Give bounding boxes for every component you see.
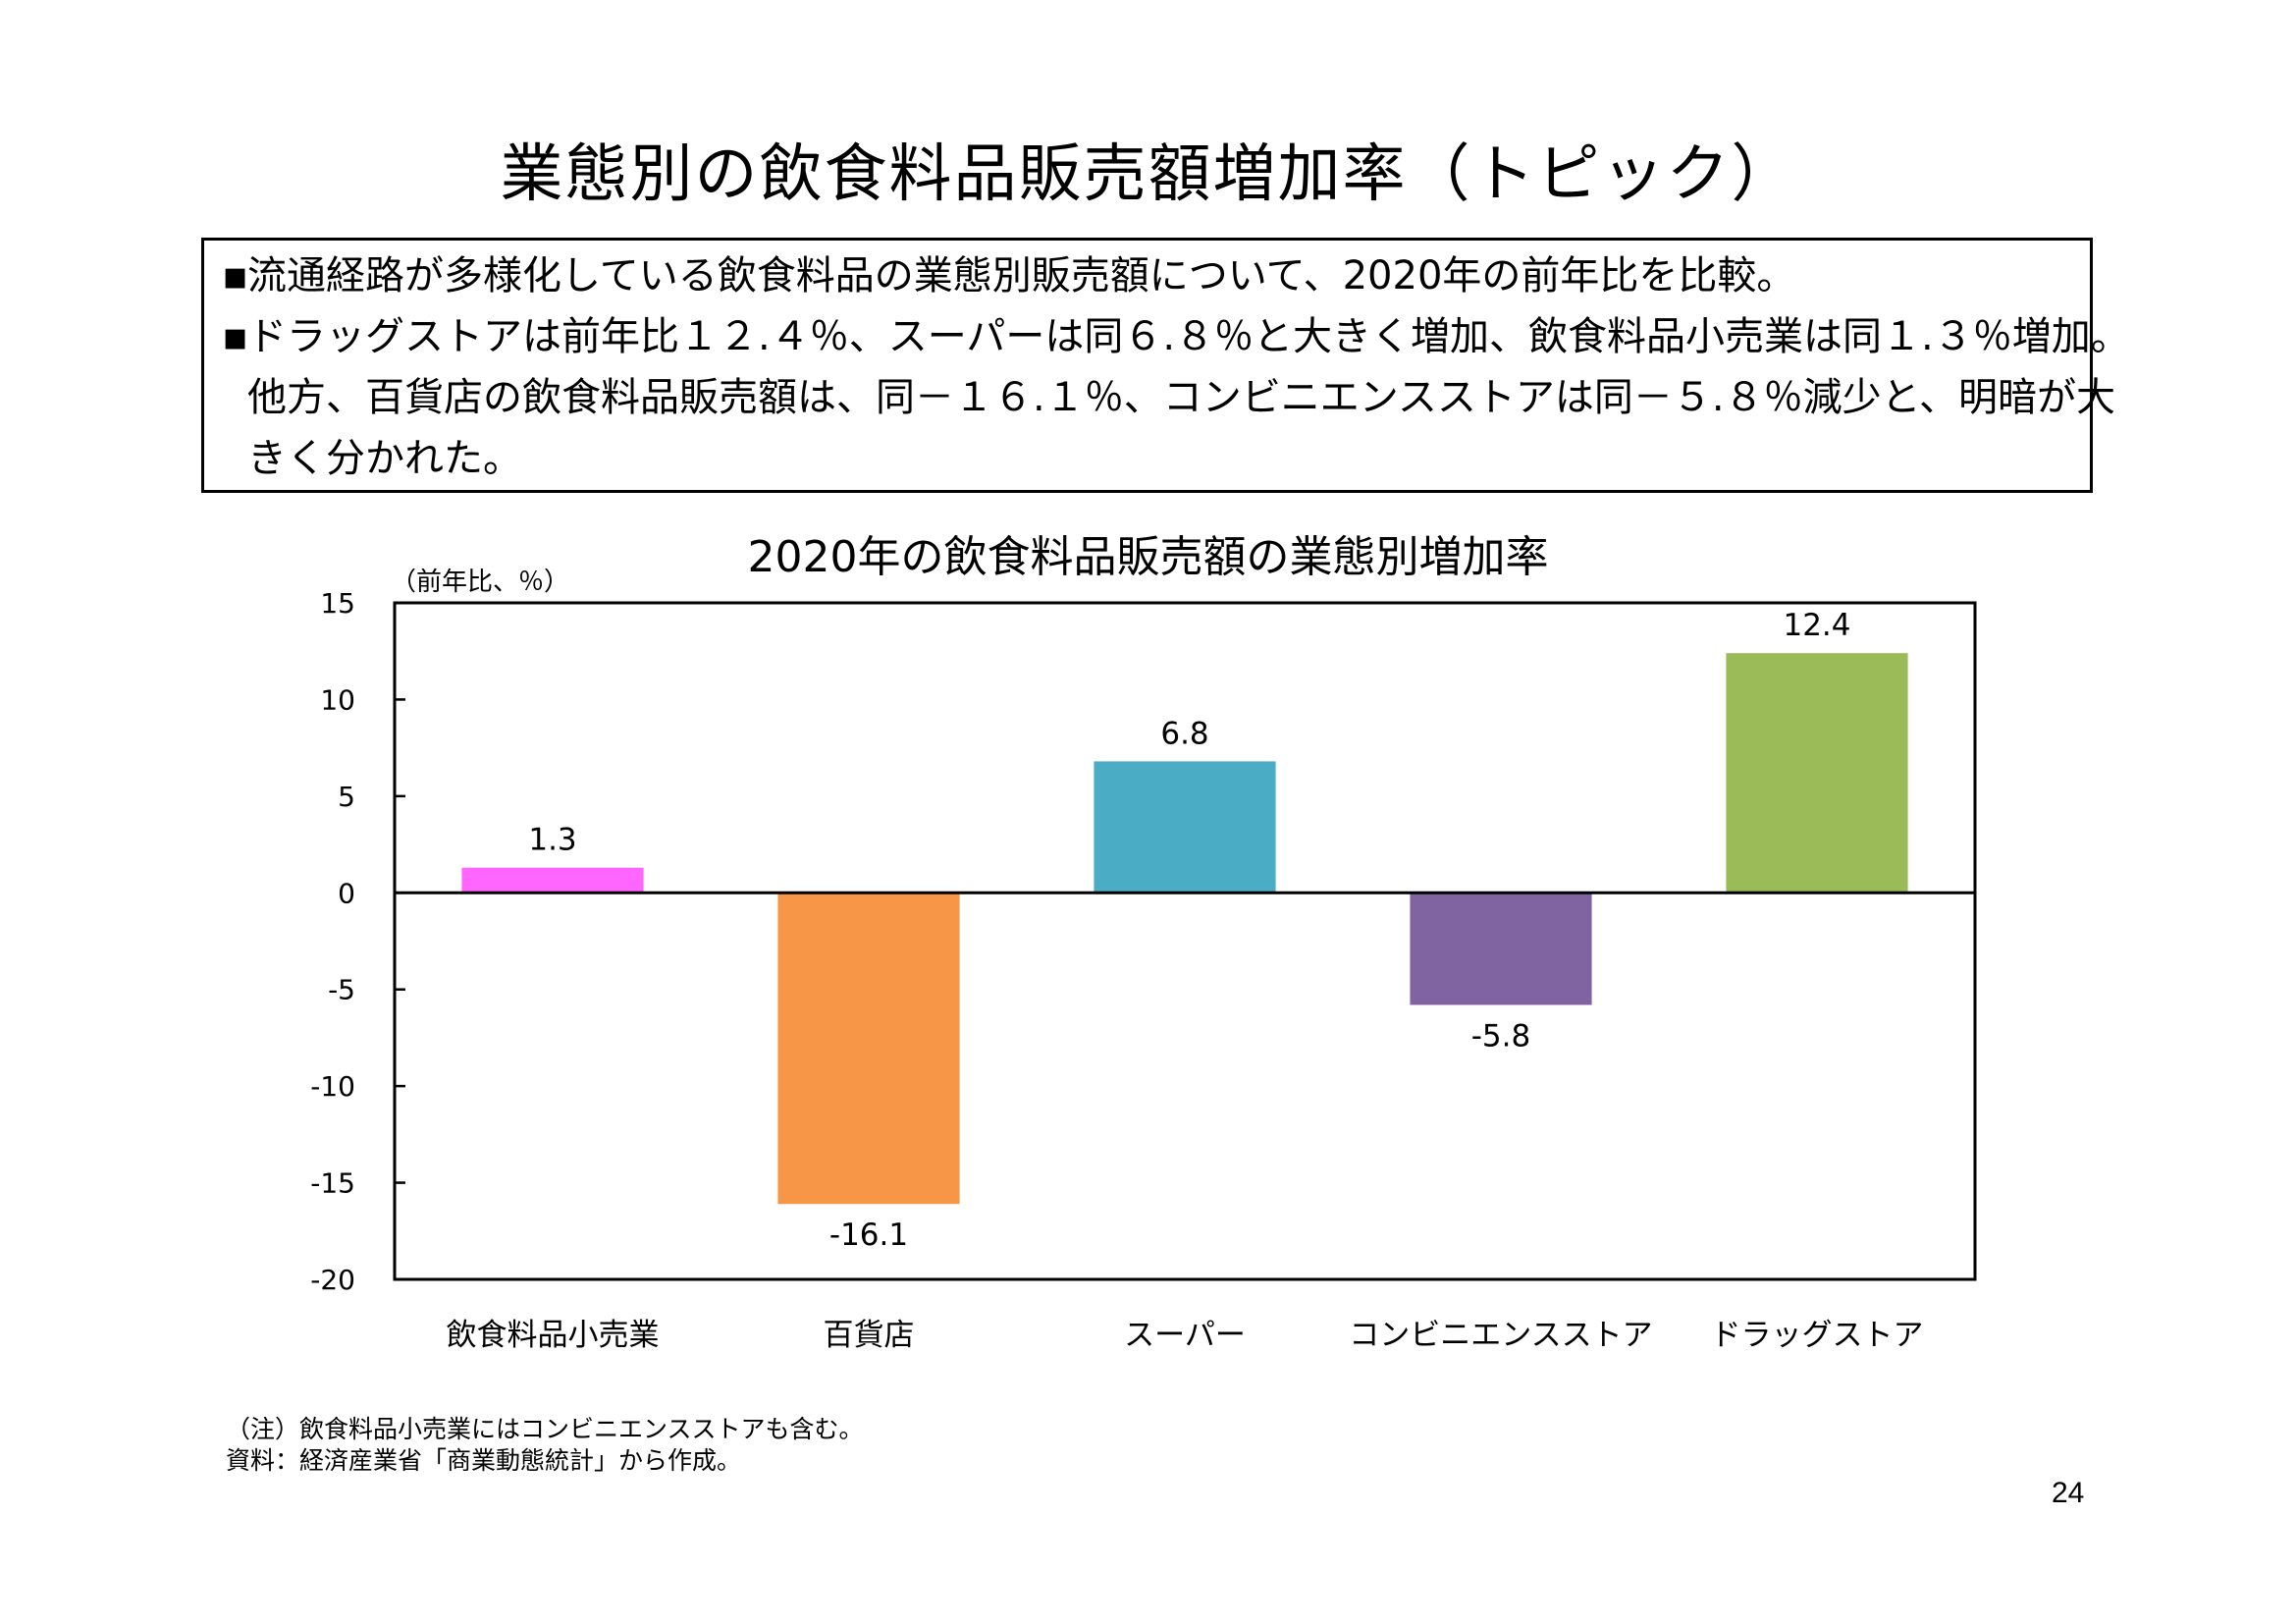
slide-title: 業態別の飲食料品販売額増加率（トピック） [500,138,1796,211]
summary-text: ドラッグストアは前年比１２.４％、スーパーは同６.８％と大きく増加、飲食料品小売… [247,314,2130,359]
data-label: 1.3 [528,823,576,858]
y-tick-label: 15 [320,587,355,620]
bullet-icon: ▪ [222,253,249,298]
source-note: 資料：経済産業省「商業動態統計」から作成。 [226,1446,742,1475]
summary-line: ▪ドラッグストアは前年比１２.４％、スーパーは同６.８％と大きく増加、飲食料品小… [222,307,2130,366]
y-tick-label: 0 [338,877,355,909]
plot-frame [393,601,1977,1281]
y-tick-label: -20 [310,1264,355,1296]
bar [1726,653,1908,893]
x-tick-label: コンビニエンスストア [1349,1318,1652,1353]
bar [777,893,960,1205]
x-tick-label: スーパー [1124,1318,1246,1353]
bar [461,867,644,893]
x-tick-label: 百貨店 [824,1318,915,1353]
page-number: 24 [2052,1477,2085,1509]
data-label: 6.8 [1160,716,1208,751]
y-axis-unit-label: （前年比、％） [391,568,570,597]
x-tick-label: 飲食料品小売業 [447,1318,660,1353]
bullet-icon: ▪ [222,314,249,359]
y-tick-label: -5 [328,974,355,1006]
chart-title: 2020年の飲食料品販売額の業態別増加率 [747,532,1549,582]
summary-line: きく分かれた。 [247,436,522,481]
summary-text: 流通経路が多様化している飲食料品の業態別販売額について、2020年の前年比を比較… [247,253,1796,298]
bar [1410,893,1592,1005]
y-tick-label: -15 [310,1167,355,1200]
y-tick-label: 10 [320,683,355,716]
y-tick-label: 5 [338,781,355,813]
x-tick-label: ドラッグストア [1711,1318,1924,1353]
data-label: -5.8 [1471,1018,1531,1054]
y-tick-label: -10 [310,1070,355,1103]
bar [1094,761,1276,893]
data-label: 12.4 [1783,608,1850,643]
summary-line: ▪流通経路が多様化している飲食料品の業態別販売額について、2020年の前年比を比… [222,246,1795,305]
summary-line: 他方、百貨店の飲食料品販売額は、同－１６.１％、コンビニエンスストアは同－５.８… [247,375,2116,420]
footnote: （注）飲食料品小売業にはコンビニエンスストアも含む。 [226,1415,864,1443]
data-label: -16.1 [829,1218,908,1253]
summary-box: ▪流通経路が多様化している飲食料品の業態別販売額について、2020年の前年比を比… [201,238,2130,493]
